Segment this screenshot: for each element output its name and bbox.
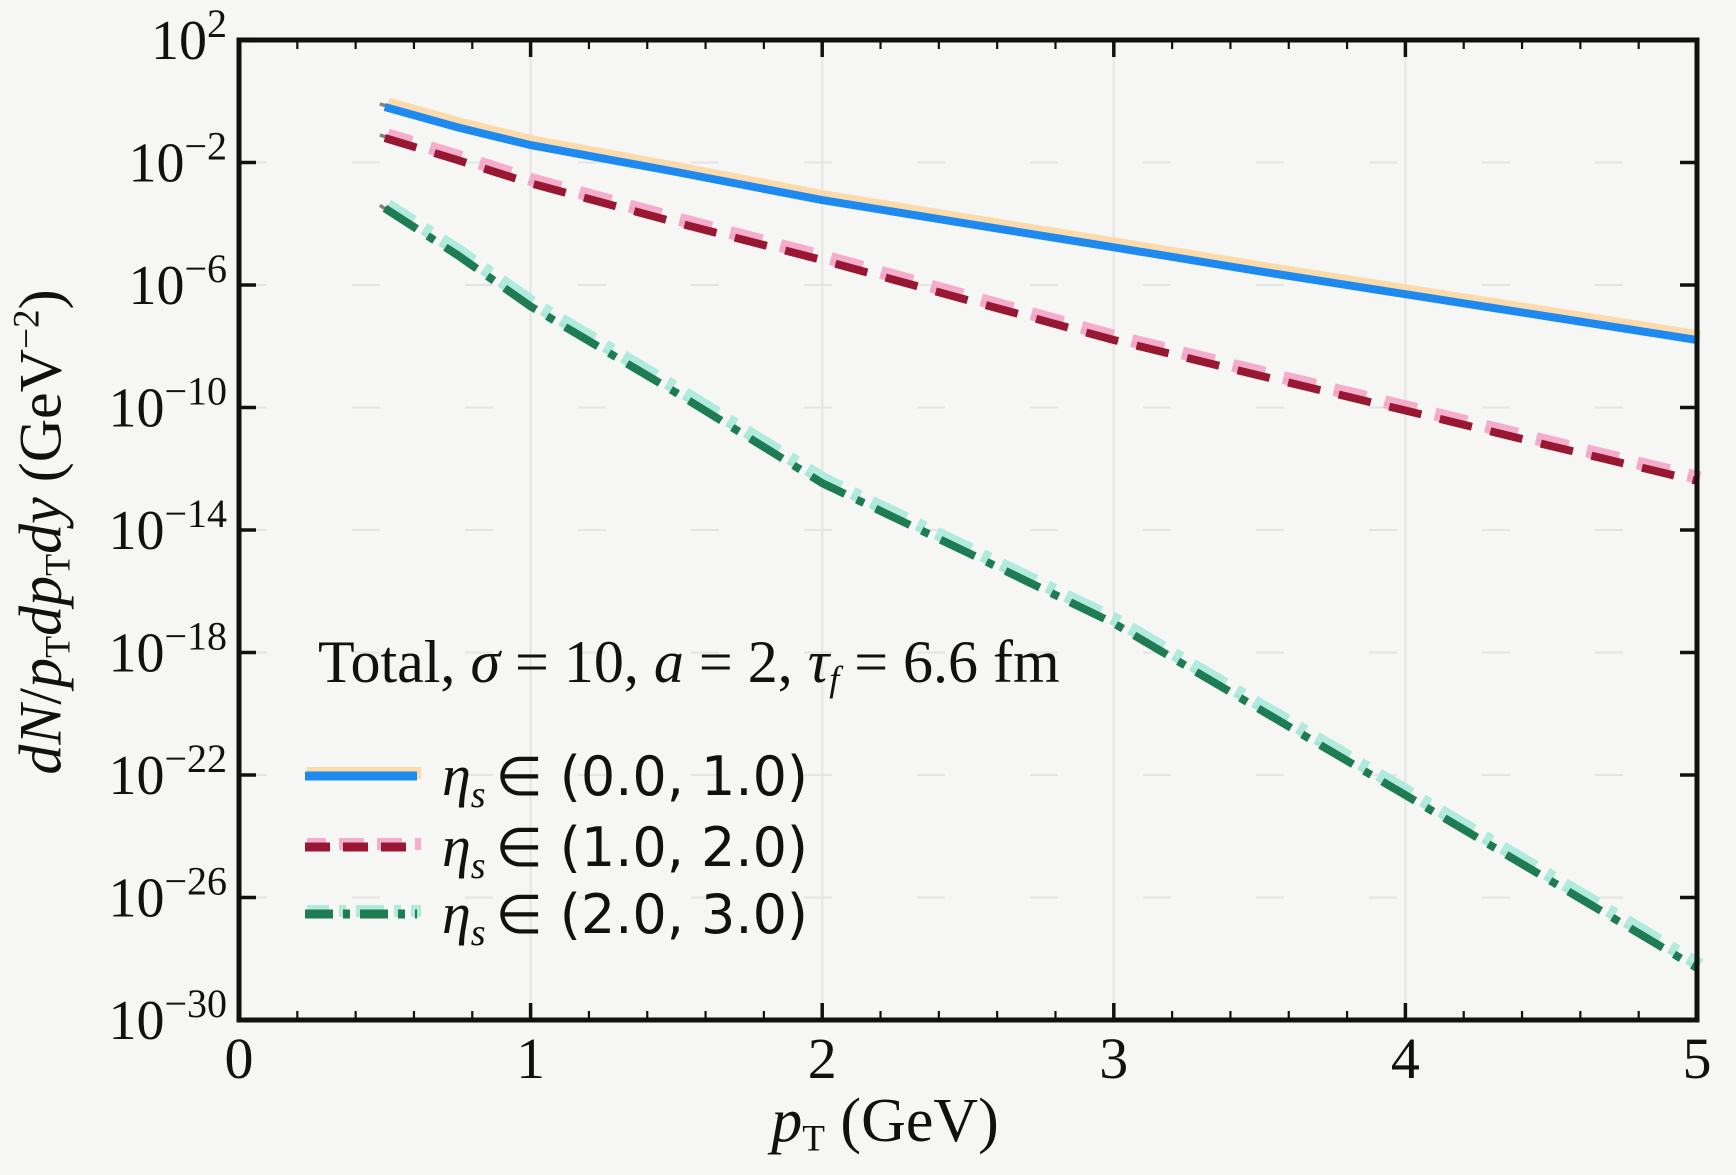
text-segment: = 6.6 fm [839,629,1060,695]
curve-0 [383,103,1698,344]
legend-marker-lines [305,767,421,919]
y-tick-label: 10−14 [108,491,227,562]
y-tick-label: 10−30 [108,981,227,1052]
legend-label-range: ∈ (1.0, 2.0) [495,816,809,879]
y-tick-label: 10−10 [108,369,227,440]
text-segment: τ [807,629,830,695]
curves [378,97,1704,972]
text-segment: ) [7,289,74,310]
y-tick-label: 10−2 [128,124,227,195]
y-tick-label: 102 [151,1,227,72]
axis-tick-labels: 0 1 2 3 4 5 102 10−2 10−6 10−10 10−14 10−18 10−22 10−… [108,1,1711,1091]
text-segment: (GeV) [824,1087,999,1155]
x-tick-label: 5 [1683,1026,1712,1091]
text-segment: dN [7,704,74,775]
legend-label-symbol: η [442,881,471,946]
curve-halo-2 [384,199,1704,971]
x-tick-label: 1 [516,1026,545,1091]
y-tick-label: 10−18 [108,614,227,685]
text-segment: p [7,657,74,688]
legend-label-subscript: s [470,774,486,816]
x-tick-label: 3 [1099,1026,1128,1091]
text-segment: = 2, [683,629,808,695]
legend-label-subscript: s [470,912,486,954]
axis-ticks [237,38,1699,1022]
text-segment: f [829,659,840,699]
text-segment: −2 [6,309,48,349]
legend-label-symbol: η [442,814,471,879]
y-tick-label: 10−6 [128,246,227,317]
legend-item-eta-2-3: ηs ∈ (2.0, 3.0) [442,880,809,954]
chart-title: Total, σ = 10, a = 2, τf = 6.6 fm [318,628,1060,700]
y-tick-label: 10−26 [108,859,227,930]
text-segment: T [37,553,78,576]
legend-item-eta-0-1: ηs ∈ (0.0, 1.0) [442,742,809,816]
text-segment: dp [7,575,74,636]
text-segment: T [37,635,78,658]
y-tick-label: 10−22 [108,736,227,807]
x-axis-label: pT (GeV) [771,1086,999,1160]
legend-label-symbol: η [442,743,471,808]
text-segment: = 10, [500,629,654,695]
text-segment: a [653,629,684,695]
x-tick-label: 4 [1391,1026,1420,1091]
legend-label-range: ∈ (0.0, 1.0) [495,745,809,808]
y-axis-label: dN/pTdpTdy (GeV−2) [5,289,78,774]
legend-item-eta-1-2: ηs ∈ (1.0, 2.0) [442,813,809,887]
legend-label-subscript: s [470,845,486,887]
text-segment: (GeV [7,348,74,498]
text-segment: / [7,687,74,705]
x-tick-label: 2 [808,1026,837,1091]
text-segment: σ [470,629,501,695]
text-segment: dy [7,497,74,554]
curve-2 [382,204,1700,972]
text-segment: p [771,1087,803,1155]
x-tick-label: 0 [225,1026,254,1091]
curve-halo-0 [386,97,1702,344]
text-segment: T [802,1118,825,1160]
curve-1 [383,134,1698,485]
legend-label-range: ∈ (2.0, 3.0) [495,883,809,946]
text-segment: Total, [318,629,471,695]
